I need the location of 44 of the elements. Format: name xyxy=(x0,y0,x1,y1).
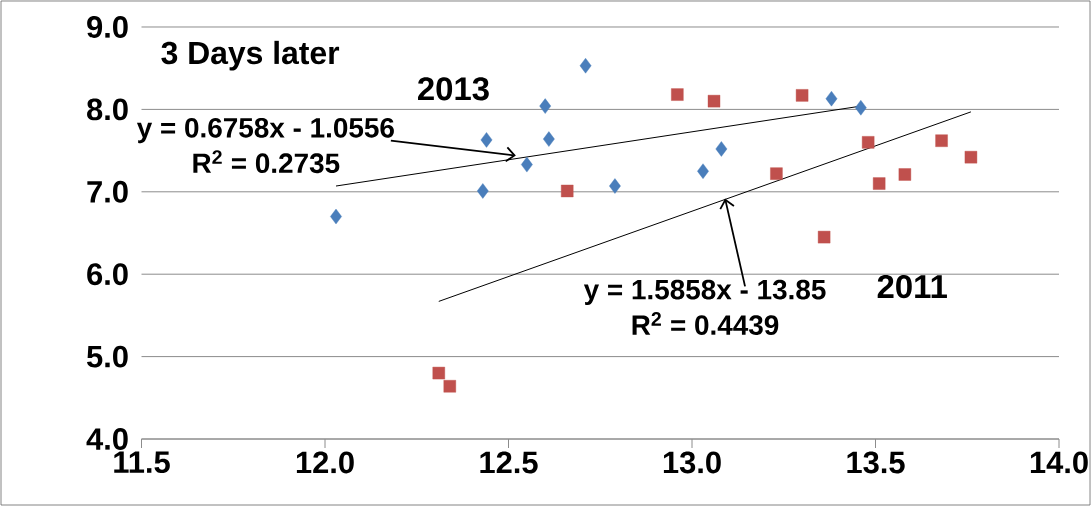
y-tick-label: 4.0 xyxy=(86,428,128,450)
point xyxy=(480,132,493,148)
x-tick-label: 14.0 xyxy=(1030,451,1088,474)
y-tick-label: 7.0 xyxy=(87,180,128,203)
point xyxy=(443,380,456,393)
point xyxy=(898,168,912,181)
point xyxy=(707,94,721,108)
point xyxy=(861,136,875,149)
point xyxy=(964,150,978,164)
y-tick-label: 6.0 xyxy=(87,263,128,286)
annotation: R$^{2}$ = 0.2735 xyxy=(193,150,340,174)
annotation: y = 0.6758x - 1.0556 xyxy=(136,117,394,144)
annotation: y = 1.5858x - 13.85 xyxy=(583,279,826,306)
point xyxy=(671,88,684,101)
x-tick-label: 13.5 xyxy=(847,451,905,474)
chart-title: 3 Days later xyxy=(161,40,340,71)
x-tick-label: 11.5 xyxy=(114,451,170,474)
point xyxy=(715,141,728,157)
point xyxy=(609,178,621,194)
x-tick-label: 12.0 xyxy=(296,451,354,474)
point xyxy=(476,183,489,199)
point xyxy=(795,89,809,102)
y-tick-label: 8.0 xyxy=(87,98,128,121)
y-tick-label: 9.0 xyxy=(87,16,128,38)
point xyxy=(521,156,533,173)
point xyxy=(935,134,948,147)
point xyxy=(855,100,867,116)
point xyxy=(770,167,783,180)
point xyxy=(817,230,831,244)
series-label: 2013 xyxy=(418,77,489,101)
point xyxy=(330,208,342,225)
point xyxy=(579,58,592,74)
point xyxy=(825,90,838,107)
point xyxy=(872,177,886,190)
x-tick-label: 13.0 xyxy=(663,451,721,474)
series-label: 2011 xyxy=(877,274,947,299)
point xyxy=(561,184,574,198)
point xyxy=(432,366,445,380)
y-tick-label: 5.0 xyxy=(87,345,128,368)
point xyxy=(697,163,709,179)
point xyxy=(543,131,555,147)
annotation: R$^{2}$ = 0.4439 xyxy=(632,312,779,336)
point xyxy=(539,98,552,114)
x-tick-label: 12.5 xyxy=(480,451,538,474)
